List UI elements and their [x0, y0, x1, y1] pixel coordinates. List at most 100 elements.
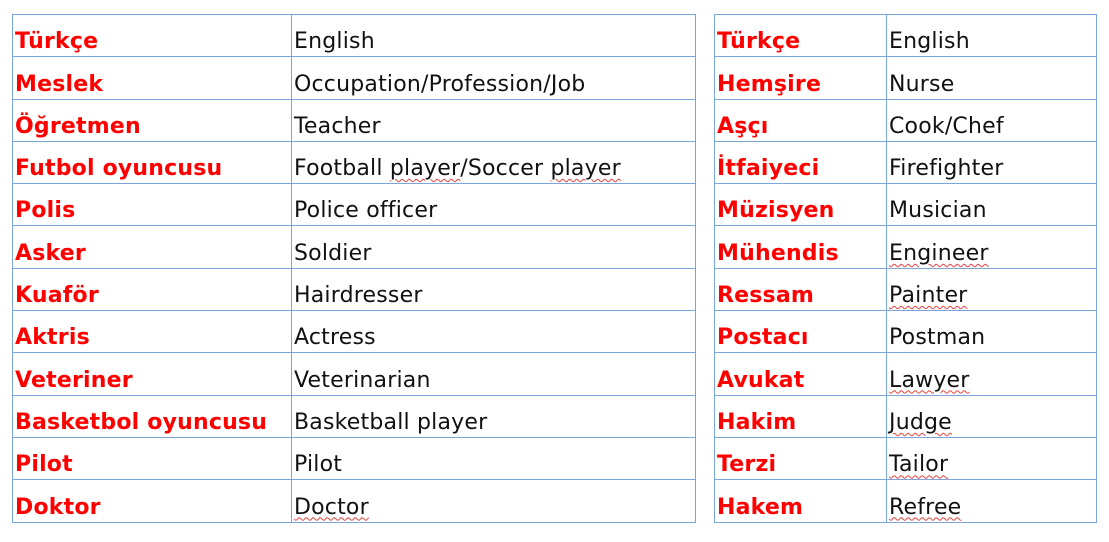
turkish-word: Hakim: [714, 394, 887, 438]
spellcheck-flagged-word: Lawyer: [889, 367, 970, 393]
text-segment: Pilot: [294, 452, 343, 478]
turkish-word: Hemşire: [714, 56, 887, 100]
text-segment: Basketball player: [294, 409, 488, 435]
english-translation: Tailor: [886, 436, 1097, 481]
english-translation: Actress: [291, 310, 696, 354]
text-segment: Soldier: [294, 240, 372, 266]
table-row: Müzisyen Musician: [714, 183, 1097, 227]
turkish-word: Türkçe: [714, 13, 887, 58]
english-translation: Football player/Soccer player: [291, 140, 696, 185]
text-segment: Police officer: [294, 198, 438, 224]
text-segment: /Soccer: [460, 156, 551, 182]
table-row: Pilot Pilot: [12, 436, 696, 481]
spellcheck-flagged-word: Refree: [889, 494, 962, 520]
english-translation: Lawyer: [886, 352, 1097, 396]
text-segment: Postman: [889, 325, 986, 351]
text-segment: Hairdresser: [294, 283, 423, 309]
turkish-word: Doktor: [12, 479, 292, 523]
english-translation: Soldier: [291, 225, 696, 269]
table-row: Veteriner Veterinarian: [12, 352, 696, 396]
text-segment: Firefighter: [889, 156, 1004, 182]
english-translation: Occupation/Profession/Job: [291, 56, 696, 100]
text-segment: Actress: [294, 325, 376, 351]
english-translation: Firefighter: [886, 140, 1097, 185]
english-translation: Basketball player: [291, 394, 696, 438]
english-translation: Veterinarian: [291, 352, 696, 396]
text-segment: Teacher: [294, 113, 381, 139]
table-row: Hemşire Nurse: [714, 56, 1097, 100]
turkish-word: Hakem: [714, 479, 887, 523]
text-segment: Cook/Chef: [889, 113, 1004, 139]
english-translation: Nurse: [886, 56, 1097, 100]
table-row: Terzi Tailor: [714, 436, 1097, 481]
english-translation: Doctor: [291, 479, 696, 523]
turkish-word: Aktris: [12, 310, 292, 354]
turkish-word: Avukat: [714, 352, 887, 396]
table-row: Hakim Judge: [714, 394, 1097, 438]
english-translation: Pilot: [291, 436, 696, 481]
turkish-word: Aşçı: [714, 98, 887, 142]
english-translation: English: [886, 13, 1097, 58]
vocabulary-table-left: Türkçe English Meslek Occupation/Profession…: [12, 13, 696, 523]
turkish-word: İtfaiyeci: [714, 140, 887, 185]
table-row: Aşçı Cook/Chef: [714, 98, 1097, 142]
header-row: Türkçe English: [12, 13, 696, 58]
turkish-word: Öğretmen: [12, 98, 292, 142]
english-translation: Refree: [886, 479, 1097, 523]
turkish-word: Futbol oyuncusu: [12, 140, 292, 185]
english-translation: Postman: [886, 310, 1097, 354]
table-row: Meslek Occupation/Profession/Job: [12, 56, 696, 100]
table-row: Kuaför Hairdresser: [12, 267, 696, 312]
vocabulary-table-right: Türkçe English Hemşire Nurse Aşçı Cook/Chef İt…: [714, 13, 1097, 523]
table-row: Basketbol oyuncusu Basketball player: [12, 394, 696, 438]
spellcheck-flagged-word: Judge: [889, 409, 952, 435]
turkish-word: Mühendis: [714, 225, 887, 269]
turkish-word: Meslek: [12, 56, 292, 100]
spellcheck-flagged-word: player: [550, 156, 621, 182]
english-translation: Musician: [886, 183, 1097, 227]
spellcheck-flagged-word: Doctor: [294, 494, 369, 520]
english-translation: Teacher: [291, 98, 696, 142]
table-row: İtfaiyeci Firefighter: [714, 140, 1097, 185]
text-segment: Musician: [889, 198, 987, 224]
turkish-word: Ressam: [714, 267, 887, 312]
spellcheck-flagged-word: player: [389, 156, 461, 182]
turkish-word: Terzi: [714, 436, 887, 481]
text-segment: Veterinarian: [294, 367, 431, 393]
english-translation: Painter: [886, 267, 1097, 312]
turkish-word: Pilot: [12, 436, 292, 481]
english-translation: Police officer: [291, 183, 696, 227]
table-row: Hakem Refree: [714, 479, 1097, 523]
english-translation: Judge: [886, 394, 1097, 438]
spellcheck-flagged-word: Engineer: [889, 240, 989, 266]
table-row: Doktor Doctor: [12, 479, 696, 523]
table-row: Öğretmen Teacher: [12, 98, 696, 142]
table-row: Asker Soldier: [12, 225, 696, 269]
table-row: Ressam Painter: [714, 267, 1097, 312]
text-segment: English: [889, 29, 970, 55]
header-row: Türkçe English: [714, 13, 1097, 58]
spellcheck-flagged-word: Tailor: [889, 452, 949, 478]
turkish-word: Postacı: [714, 310, 887, 354]
table-row: Mühendis Engineer: [714, 225, 1097, 269]
text-segment: Football: [294, 156, 390, 182]
text-segment: Occupation/Profession/Job: [294, 71, 586, 97]
text-segment: English: [294, 29, 375, 55]
turkish-word: Polis: [12, 183, 292, 227]
english-translation: Cook/Chef: [886, 98, 1097, 142]
table-row: Aktris Actress: [12, 310, 696, 354]
english-translation: English: [291, 13, 696, 58]
table-row: Avukat Lawyer: [714, 352, 1097, 396]
text-segment: Nurse: [889, 71, 955, 97]
table-row: Postacı Postman: [714, 310, 1097, 354]
english-translation: Engineer: [886, 225, 1097, 269]
turkish-word: Türkçe: [12, 13, 292, 58]
turkish-word: Basketbol oyuncusu: [12, 394, 292, 438]
turkish-word: Asker: [12, 225, 292, 269]
turkish-word: Veteriner: [12, 352, 292, 396]
table-row: Futbol oyuncusu Football player/Soccer pl…: [12, 140, 696, 185]
english-translation: Hairdresser: [291, 267, 696, 312]
turkish-word: Müzisyen: [714, 183, 887, 227]
spellcheck-flagged-word: Painter: [889, 283, 968, 309]
table-row: Polis Police officer: [12, 183, 696, 227]
